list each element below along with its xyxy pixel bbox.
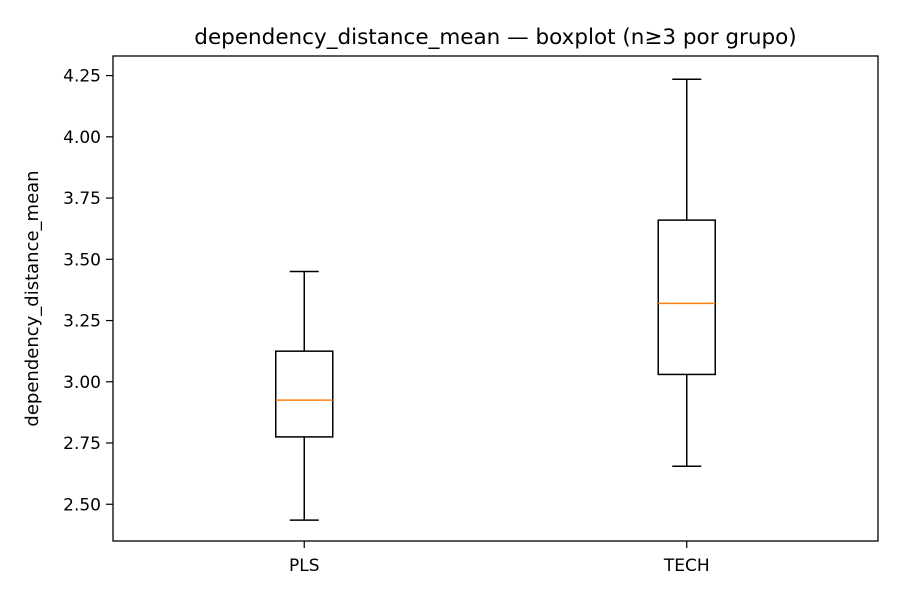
chart-title: dependency_distance_mean — boxplot (n≥3 … (194, 25, 796, 50)
x-tick-label: PLS (289, 556, 320, 576)
y-tick-label: 2.75 (63, 434, 101, 454)
plot-area: 2.50 2.75 3.00 3.25 3.50 3.75 4.00 4.25 PLS TECH (63, 67, 716, 576)
y-tick-label: 4.00 (63, 128, 101, 148)
y-tick-label: 2.50 (63, 495, 101, 515)
axes-frame (112, 55, 879, 542)
y-tick-label: 3.00 (63, 373, 101, 393)
box-iqr (657, 219, 716, 376)
y-tick-label: 4.25 (63, 67, 101, 87)
y-tick-label: 3.25 (63, 312, 101, 332)
y-tick-label: 3.50 (63, 250, 101, 270)
x-tick-label: TECH (663, 556, 710, 576)
box-iqr (275, 350, 334, 438)
y-axis-label: dependency_distance_mean (22, 170, 43, 426)
y-tick-label: 3.75 (63, 189, 101, 209)
